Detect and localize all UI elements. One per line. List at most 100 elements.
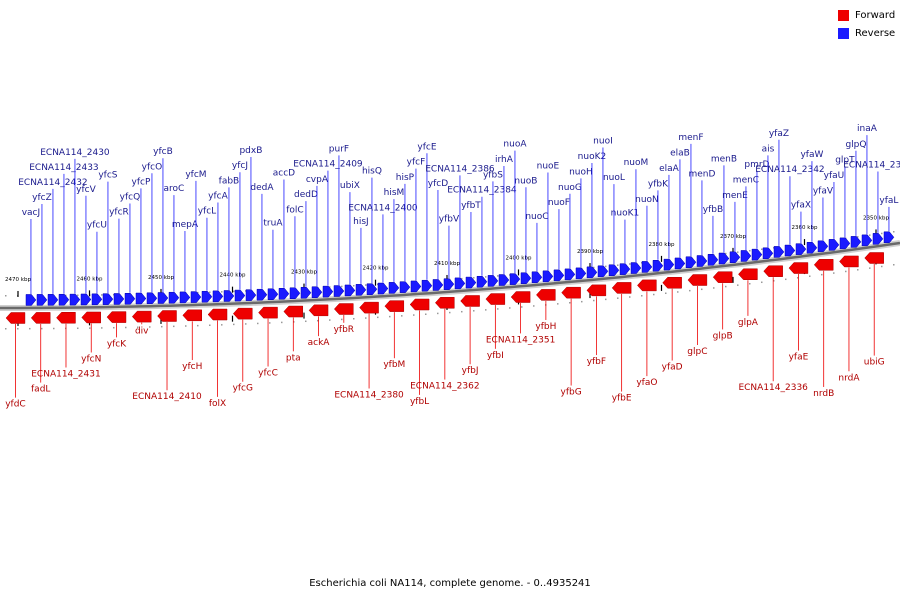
map-caption: Escherichia coli NA114, complete genome.… — [309, 578, 591, 589]
forward-gene — [232, 307, 253, 320]
reverse-gene — [773, 246, 785, 258]
forward-gene — [763, 265, 783, 277]
legend: Forward Reverse — [838, 8, 895, 44]
legend-forward-label: Forward — [855, 9, 896, 21]
forward-gene-label: glpB — [713, 331, 733, 341]
legend-reverse-label: Reverse — [855, 27, 896, 39]
minor-tick — [329, 286, 331, 288]
reverse-gene — [256, 288, 268, 301]
reverse-gene-label: purF — [329, 144, 349, 154]
reverse-gene — [454, 277, 466, 290]
reverse-gene-label: ECNA114_2433 — [29, 163, 98, 173]
reverse-gene — [619, 263, 631, 275]
reverse-gene-label: nuoK2 — [578, 152, 607, 162]
minor-tick — [389, 315, 391, 318]
reverse-gene — [850, 236, 862, 248]
reverse-gene-label: elaB — [670, 148, 690, 158]
forward-gene — [611, 282, 632, 294]
forward-gene-label: yfbG — [561, 388, 582, 398]
reverse-gene-label: yfcF — [407, 158, 426, 168]
forward-gene — [384, 300, 405, 312]
minor-tick — [857, 269, 859, 271]
forward-gene — [207, 308, 228, 321]
forward-gene — [308, 304, 329, 317]
tick-label: 2360 kbp — [792, 225, 818, 231]
reverse-gene-label: inaA — [857, 124, 878, 134]
minor-tick — [833, 272, 835, 274]
reverse-gene — [531, 271, 543, 284]
reverse-gene-label: yfcA — [208, 192, 228, 202]
reverse-gene — [707, 254, 719, 266]
reverse-gene-label: yfcL — [198, 207, 216, 217]
forward-gene-label: ECNA114_2351 — [486, 335, 555, 345]
reverse-gene — [124, 292, 136, 305]
minor-tick — [605, 298, 607, 301]
tick-label: 2470 kbp — [5, 277, 31, 283]
forward-gene-label: yfbM — [383, 360, 405, 370]
reverse-gene — [289, 287, 301, 300]
minor-tick — [329, 319, 331, 321]
reverse-gene-label: yfbS — [483, 170, 503, 180]
reverse-gene-label: ECNA114_2409 — [293, 160, 363, 170]
minor-tick — [677, 291, 679, 293]
minor-tick — [293, 321, 295, 323]
reverse-swatch — [838, 27, 849, 39]
minor-tick — [893, 264, 895, 266]
reverse-gene — [685, 256, 697, 268]
forward-gene-label: yfbJ — [462, 366, 479, 376]
reverse-gene — [586, 266, 598, 279]
minor-tick — [401, 315, 403, 317]
legend-reverse: Reverse — [838, 26, 895, 40]
tick-label: 2450 kbp — [148, 275, 174, 281]
minor-tick — [497, 308, 499, 310]
minor-tick — [869, 234, 871, 236]
minor-tick — [617, 297, 619, 299]
legend-forward: Forward — [838, 8, 895, 22]
minor-tick — [341, 318, 343, 321]
minor-tick — [305, 320, 307, 323]
genome-backbone — [0, 241, 900, 310]
minor-tick — [821, 273, 823, 276]
reverse-gene-label: hisM — [384, 188, 405, 198]
minor-tick — [209, 324, 211, 326]
minor-tick — [857, 236, 859, 238]
forward-gene-label: yfcG — [233, 384, 253, 394]
reverse-gene-label: elaA — [659, 164, 680, 174]
reverse-gene-label: yfaZ — [769, 129, 789, 139]
minor-tick — [149, 326, 151, 328]
reverse-gene-label: yfaV — [813, 187, 834, 197]
forward-gene — [662, 277, 682, 289]
forward-gene-label: yfbI — [487, 351, 504, 361]
forward-gene-label: ECNA114_2431 — [31, 370, 100, 380]
reverse-gene — [47, 294, 59, 306]
forward-gene-label: glpC — [687, 347, 707, 357]
reverse-gene-label: ECNA114_2400 — [348, 203, 418, 213]
minor-tick — [785, 278, 787, 281]
forward-gene — [56, 311, 76, 324]
forward-gene-label: ECNA114_2336 — [738, 383, 808, 393]
forward-gene-label: yfcK — [107, 339, 127, 349]
minor-tick — [101, 327, 103, 329]
forward-gene — [738, 268, 758, 280]
minor-tick — [497, 275, 499, 277]
reverse-gene — [201, 290, 213, 303]
reverse-gene — [135, 292, 147, 305]
minor-tick — [761, 281, 763, 284]
reverse-gene — [245, 289, 257, 301]
minor-tick — [725, 285, 727, 288]
forward-gene — [864, 252, 884, 264]
minor-tick — [749, 282, 751, 285]
minor-tick — [125, 326, 127, 329]
forward-gene-label: nrdB — [813, 389, 834, 399]
reverse-gene — [817, 240, 829, 253]
minor-tick — [161, 325, 163, 328]
minor-tick — [185, 325, 187, 327]
minor-tick — [197, 291, 199, 294]
reverse-gene — [740, 250, 752, 262]
minor-tick — [593, 266, 595, 269]
forward-gene-label: ECNA114_2362 — [410, 382, 479, 392]
reverse-gene — [212, 290, 224, 303]
reverse-gene-label: yfbV — [439, 215, 460, 225]
forward-gene — [788, 262, 809, 274]
minor-tick — [437, 312, 439, 315]
